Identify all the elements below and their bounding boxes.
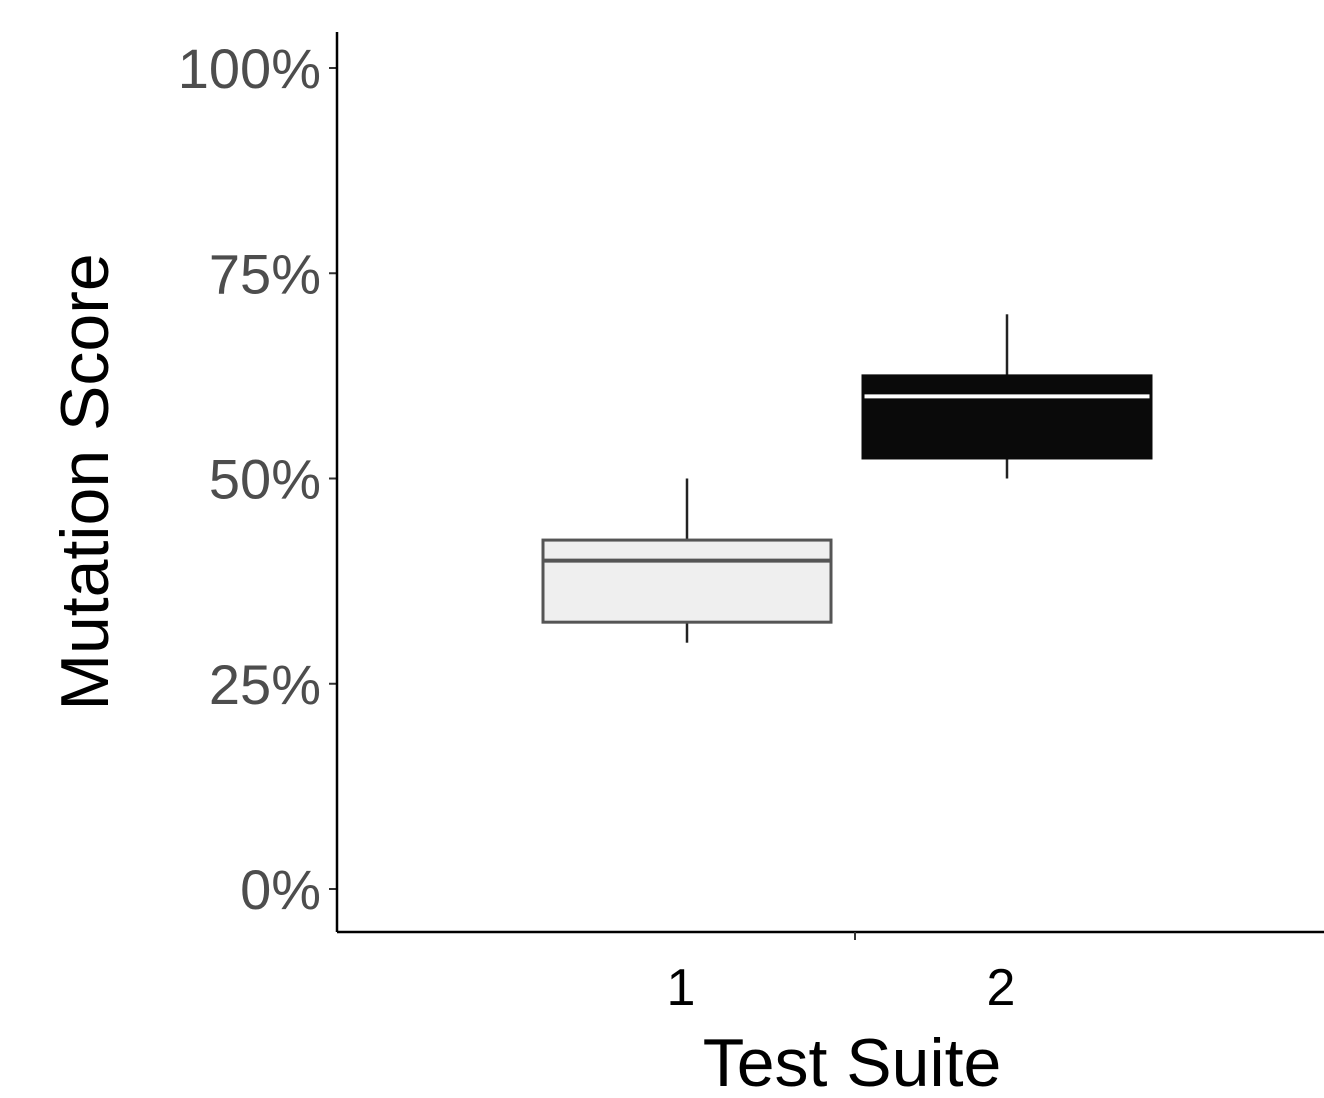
x-tick-label: 2 <box>987 959 1016 1017</box>
x-tick-label: 1 <box>667 959 696 1017</box>
box-2 <box>861 314 1153 479</box>
box-rect <box>541 538 833 624</box>
box-1 <box>541 478 833 643</box>
y-tick-label: 100% <box>178 37 321 100</box>
y-tick-label: 75% <box>209 242 321 305</box>
box-rect <box>861 374 1153 460</box>
y-tick-label: 25% <box>209 653 321 716</box>
y-axis-ticks: 0% 25% 50% 75% 100% <box>178 37 337 921</box>
x-axis-title: Test Suite <box>703 1025 1002 1098</box>
y-axis-title: Mutation Score <box>47 253 123 710</box>
box-series <box>541 314 1153 643</box>
y-tick-label: 50% <box>209 448 321 511</box>
y-tick-label: 0% <box>240 858 321 921</box>
